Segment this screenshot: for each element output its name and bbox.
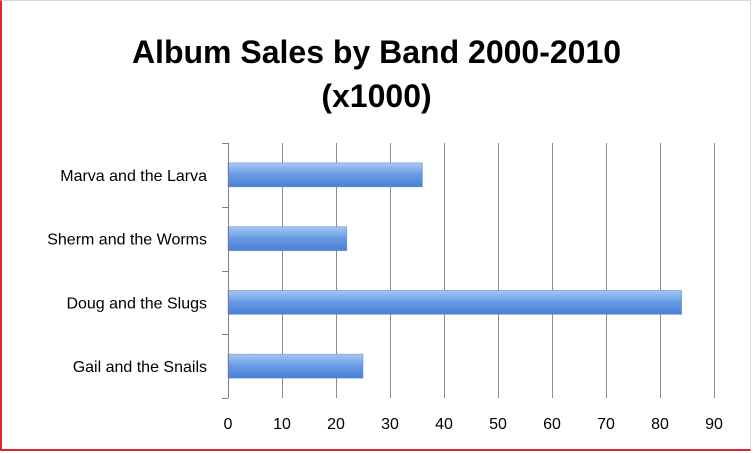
chart-title-line-2: (x1000) (321, 78, 432, 114)
x-tick-label: 60 (543, 416, 561, 433)
x-tick-label: 0 (224, 416, 233, 433)
axes (222, 143, 229, 399)
x-tick-label: 40 (435, 416, 453, 433)
bar-marva-and-the-larva (227, 162, 423, 188)
chart-title: Album Sales by Band 2000-2010 (x1000) (0, 30, 753, 118)
category-label: Doug and the Slugs (66, 295, 207, 312)
x-tick-label: 80 (651, 416, 669, 433)
bars (227, 162, 682, 379)
chart-title-line-1: Album Sales by Band 2000-2010 (131, 34, 622, 70)
category-label: Gail and the Snails (73, 359, 207, 376)
category-label: Sherm and the Worms (47, 232, 207, 249)
labels: 0 10 20 30 40 50 60 70 80 90 Marva and the Larva Sh… (47, 168, 723, 433)
x-tick-label: 30 (381, 416, 399, 433)
bar-doug-and-the-slugs (227, 290, 682, 315)
x-tick-label: 90 (705, 416, 723, 433)
category-label: Marva and the Larva (60, 168, 207, 185)
x-tick-label: 20 (327, 416, 345, 433)
x-tick-label: 70 (597, 416, 615, 433)
x-tick-label: 50 (489, 416, 507, 433)
bar-sherm-and-the-worms (227, 226, 348, 251)
bar-gail-and-the-snails (227, 353, 364, 379)
x-tick-label: 10 (273, 416, 291, 433)
